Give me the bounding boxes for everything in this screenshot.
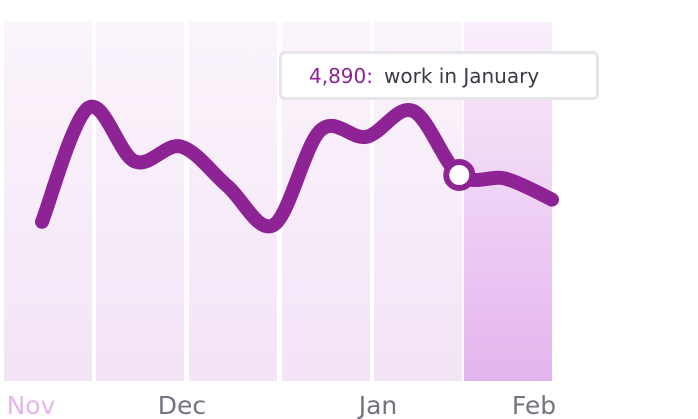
x-tick-label: Jan	[357, 391, 398, 419]
tooltip: 4,890: work in January	[279, 51, 599, 100]
tooltip-text: work in January	[384, 63, 540, 88]
column-band	[96, 22, 184, 381]
x-tick-label: Feb	[512, 391, 556, 419]
x-tick-label: Dec	[158, 391, 206, 419]
hover-point-marker	[443, 158, 476, 191]
x-tick-label: Nov	[7, 391, 56, 419]
x-axis-tick-labels: Nov Dec Jan Feb	[7, 391, 557, 419]
tooltip-value: 4,890:	[309, 63, 373, 88]
